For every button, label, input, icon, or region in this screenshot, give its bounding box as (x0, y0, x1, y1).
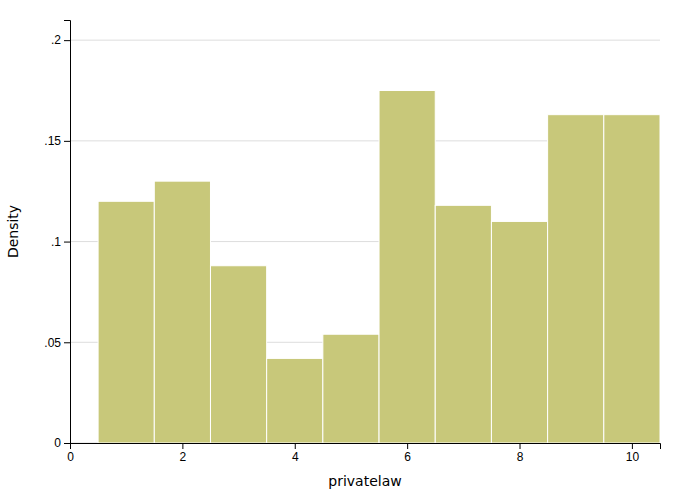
y-tick: 0 (54, 436, 70, 450)
y-tick-mark (64, 242, 70, 243)
x-tick: 2 (180, 443, 187, 464)
x-tick-mark (407, 443, 408, 449)
x-axis-line (71, 444, 661, 450)
x-tick: 6 (404, 443, 411, 464)
bar (267, 358, 323, 443)
y-tick-label: 0 (54, 436, 61, 450)
y-tick-mark (64, 443, 70, 444)
grid-line (70, 40, 660, 41)
bar (491, 221, 547, 443)
x-tick-mark (520, 443, 521, 449)
y-tick-mark (64, 40, 70, 41)
y-tick: .15 (44, 134, 70, 148)
y-tick-mark (64, 141, 70, 142)
chart: 0 2 4 6 8 10 0 .05 .1 .15 .2 privatelaw Density (0, 0, 685, 498)
x-tick-label: 6 (404, 450, 411, 464)
grid (70, 40, 660, 443)
x-tick-mark (632, 443, 633, 449)
x-tick: 0 (67, 443, 74, 464)
x-tick-label: 4 (292, 450, 299, 464)
bar (435, 205, 491, 443)
x-axis-title: privatelaw (328, 473, 401, 489)
y-tick-label: .2 (51, 33, 61, 47)
bar (154, 181, 210, 443)
plot: 0 2 4 6 8 10 0 .05 .1 .15 .2 (44, 21, 660, 464)
x-tick: 10 (626, 443, 640, 464)
bars (98, 91, 660, 444)
bar (548, 115, 604, 443)
bar (604, 115, 660, 443)
y-axis-line (64, 21, 71, 444)
x-tick-label: 8 (517, 450, 524, 464)
bar (210, 266, 266, 443)
y-tick-label: .05 (44, 336, 61, 350)
y-tick-label: .1 (51, 235, 61, 249)
bar (379, 91, 435, 444)
bar (323, 334, 379, 443)
x-tick: 8 (517, 443, 524, 464)
y-axis: 0 .05 .1 .15 .2 (44, 21, 70, 451)
x-tick-label: 2 (180, 450, 187, 464)
x-tick: 4 (292, 443, 299, 464)
y-tick: .1 (51, 235, 70, 249)
x-tick-label: 10 (626, 450, 640, 464)
y-tick-mark (64, 342, 70, 343)
y-tick: .2 (51, 33, 70, 47)
bar (98, 201, 154, 443)
y-tick: .05 (44, 336, 70, 350)
x-tick-mark (295, 443, 296, 449)
x-axis: 0 2 4 6 8 10 (67, 443, 660, 464)
y-tick-label: .15 (44, 134, 61, 148)
x-tick-label: 0 (67, 450, 74, 464)
x-tick-mark (182, 443, 183, 449)
y-axis-title: Density (5, 205, 21, 258)
